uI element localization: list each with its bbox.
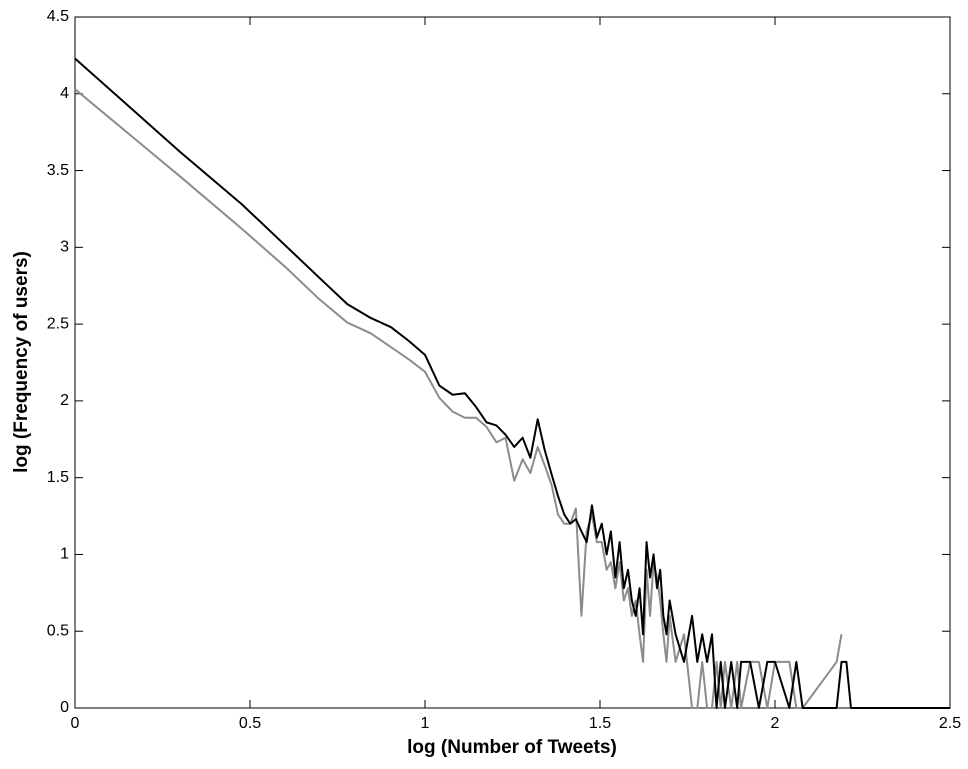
plot-frame [74, 16, 951, 709]
x-tick-label: 2.5 [939, 715, 961, 732]
y-tick-label: 4 [60, 85, 69, 102]
y-tick-label: 1.5 [47, 469, 69, 486]
y-tick-label: 2 [60, 392, 69, 409]
y-tick-label: 3.5 [47, 162, 69, 179]
y-tick-label: 4.5 [47, 8, 69, 25]
y-tick-label: 0 [60, 699, 69, 716]
x-tick-label: 1 [421, 715, 430, 732]
x-tick-label: 2 [771, 715, 780, 732]
x-tick-label: 0 [71, 715, 80, 732]
y-tick-label: 3 [60, 239, 69, 256]
x-tick-label: 0.5 [239, 715, 261, 732]
series-line [74, 57, 950, 709]
y-tick-label: 0.5 [47, 622, 69, 639]
y-axis-label: log (Frequency of users) [11, 251, 32, 473]
y-tick-label: 2.5 [47, 315, 69, 332]
y-tick-label: 1 [60, 546, 69, 563]
x-axis-label: log (Number of Tweets) [407, 737, 617, 758]
series-line [74, 88, 843, 709]
x-tick-label: 1.5 [589, 715, 611, 732]
